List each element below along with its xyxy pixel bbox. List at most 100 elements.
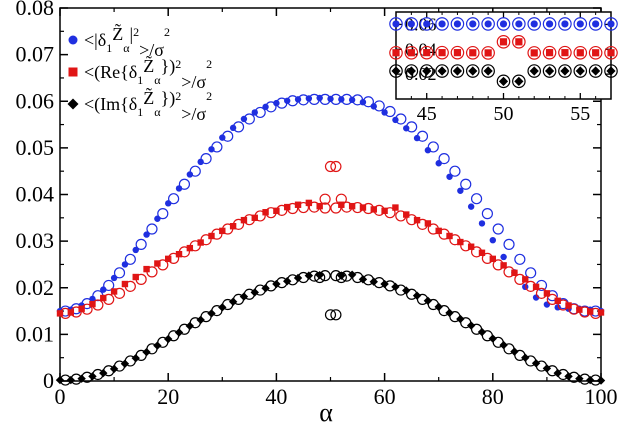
- inset-open-circle-point: [389, 45, 403, 60]
- inset-filled-square-point: [407, 49, 415, 57]
- filled-square-point: [532, 283, 540, 291]
- inset-open-circle-point: [465, 17, 480, 31]
- inset-filled-diamond-point: [591, 66, 601, 76]
- inset-open-circle-point: [465, 45, 480, 60]
- legend-text-sup2: 2: [206, 89, 212, 103]
- filled-circle-point: [413, 134, 421, 142]
- filled-square-point: [554, 297, 561, 305]
- filled-square-point: [478, 249, 486, 256]
- legend-marker: [68, 35, 78, 45]
- inset-open-circle-point: [435, 17, 449, 31]
- filled-diamond-point: [66, 375, 76, 385]
- filled-circle-point: [467, 203, 475, 210]
- inset-open-circle-point: [558, 45, 572, 60]
- legend-text-tail: |: [130, 24, 134, 44]
- inset-open-circle-point: [496, 74, 511, 89]
- filled-diamond-point: [55, 375, 65, 385]
- x-tick-label: 40: [265, 384, 287, 409]
- filled-square-point: [219, 227, 226, 235]
- inset-open-circle-point: [404, 45, 419, 60]
- x-tick-label: 100: [585, 384, 618, 409]
- inset-filled-square-point: [592, 49, 600, 57]
- filled-square-point: [208, 232, 215, 240]
- open-circle-point: [427, 141, 439, 153]
- x-tick-label: 0: [55, 384, 66, 409]
- filled-circle-point: [478, 220, 486, 227]
- open-circle-point: [168, 193, 180, 205]
- filled-square-point: [143, 265, 150, 273]
- filled-diamond-point: [164, 334, 173, 344]
- series-2: [55, 270, 606, 386]
- filled-diamond-point: [596, 376, 606, 385]
- filled-square-point: [78, 305, 85, 312]
- filled-circle-point: [143, 231, 150, 238]
- filled-square-point: [67, 309, 75, 316]
- inset-filled-diamond-point: [452, 66, 463, 76]
- filled-circle-point: [208, 146, 215, 153]
- inset-filled-diamond-point: [406, 66, 416, 76]
- series-1: [56, 160, 605, 319]
- inset-open-circle-point: [588, 17, 603, 31]
- open-circle-point: [178, 178, 191, 190]
- filled-diamond-point: [99, 368, 108, 378]
- filled-circle-point: [370, 103, 377, 110]
- legend-text-sub2: α: [154, 105, 161, 119]
- filled-square-point: [597, 309, 605, 316]
- inset-filled-circle-point: [576, 20, 584, 28]
- filled-square-point: [273, 207, 280, 215]
- inset-plot: 45 50 550.020.040.06: [389, 11, 618, 125]
- filled-diamond-point: [185, 321, 195, 331]
- filled-diamond-point: [412, 291, 422, 300]
- filled-square-point: [457, 238, 464, 246]
- filled-circle-point: [262, 103, 269, 111]
- filled-diamond-point: [174, 328, 184, 337]
- inset-open-circle-point: [435, 64, 449, 78]
- filled-square-point: [132, 273, 139, 281]
- inset-filled-circle-point: [407, 20, 415, 28]
- filled-circle-point: [489, 236, 496, 244]
- filled-circle-point: [186, 171, 194, 178]
- open-circle-point: [330, 309, 342, 321]
- inset-open-circle-point: [558, 64, 572, 78]
- filled-circle-point: [294, 96, 302, 103]
- series-0: [56, 93, 605, 317]
- open-circle-point: [514, 253, 526, 265]
- filled-square-point: [489, 255, 496, 263]
- legend-text-tail: }): [161, 56, 176, 77]
- filled-diamond-point: [239, 292, 249, 301]
- inset-open-circle-point: [604, 64, 618, 78]
- legend-marker: [68, 67, 78, 77]
- filled-square-point: [175, 250, 183, 258]
- inset-filled-diamond-point: [437, 66, 447, 76]
- filled-circle-point: [316, 94, 323, 102]
- inset-open-circle-point: [404, 64, 419, 78]
- inset-filled-square-point: [453, 49, 462, 57]
- filled-diamond-point: [261, 284, 270, 293]
- filled-diamond-point: [358, 275, 368, 284]
- legend-text-sup2: 2: [164, 25, 170, 39]
- filled-diamond-point: [196, 315, 205, 325]
- filled-circle-point: [338, 96, 345, 103]
- x-tick-label: 60: [374, 384, 396, 409]
- legend-text-mid: Z̃: [112, 22, 123, 44]
- inset-open-circle-point: [573, 17, 588, 31]
- filled-circle-point: [219, 134, 226, 141]
- legend-text-main: <(Im{δ: [84, 94, 137, 115]
- legend-text-tail: }): [161, 88, 176, 109]
- inset-open-circle-point: [450, 45, 465, 60]
- filled-square-point: [154, 260, 161, 267]
- filled-square-point: [370, 206, 377, 213]
- open-circle-point: [157, 208, 169, 220]
- legend-text-mid: Z̃: [143, 86, 154, 108]
- legend-text-end: >/σ: [139, 40, 164, 60]
- inset-x-tick-label: 50: [494, 103, 514, 125]
- filled-circle-point: [165, 200, 172, 207]
- filled-square-point: [403, 211, 410, 218]
- filled-circle-point: [348, 96, 356, 104]
- filled-square-point: [543, 290, 551, 297]
- filled-square-point: [165, 255, 172, 263]
- inset-open-circle-point: [588, 45, 603, 60]
- open-circle-point: [324, 160, 337, 173]
- filled-square-point: [446, 232, 453, 240]
- filled-diamond-point: [553, 368, 562, 378]
